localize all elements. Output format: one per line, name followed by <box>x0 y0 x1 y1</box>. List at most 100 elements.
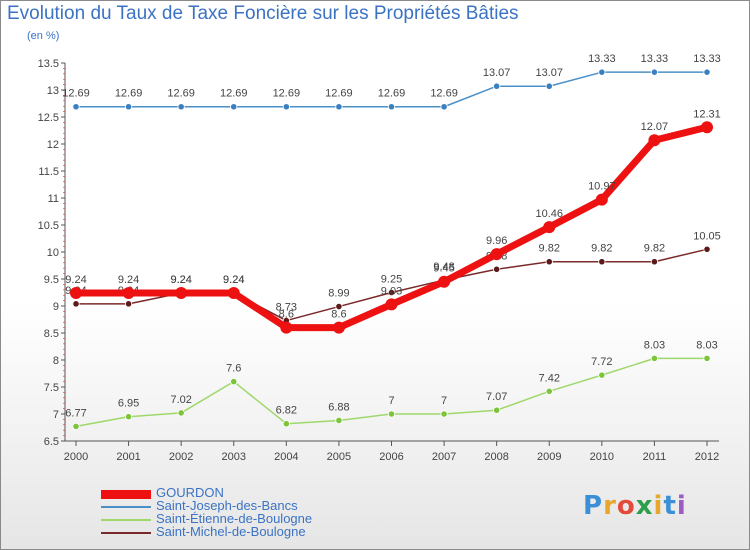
data-label: 9.82 <box>644 243 665 255</box>
x-tick-label: 2004 <box>274 451 298 463</box>
data-point <box>72 422 80 431</box>
y-tick-label: 11 <box>48 193 59 205</box>
data-point <box>440 103 448 111</box>
data-point <box>545 387 553 395</box>
data-point <box>282 420 290 428</box>
proxiti-logo: Proxiti <box>583 491 687 521</box>
legend-swatch <box>101 506 151 508</box>
data-point <box>493 406 501 414</box>
x-tick-label: 2008 <box>484 451 508 463</box>
logo-letter: x <box>635 491 654 521</box>
data-label: 9.82 <box>591 243 612 255</box>
data-point <box>230 103 238 111</box>
x-tick-label: 2006 <box>379 451 403 463</box>
x-tick-label: 2012 <box>695 451 719 463</box>
data-point <box>124 103 133 111</box>
data-label: 7.42 <box>539 372 560 384</box>
data-point <box>387 103 396 111</box>
series-line <box>76 123 708 332</box>
data-point <box>385 298 398 311</box>
data-label: 7.6 <box>226 363 241 375</box>
data-label: 9.25 <box>381 274 402 286</box>
x-tick-label: 2003 <box>222 451 246 463</box>
data-label: 7 <box>441 395 447 407</box>
data-label: 12.69 <box>325 88 353 100</box>
data-label: 7 <box>388 395 394 407</box>
y-tick-label: 11.5 <box>38 166 59 178</box>
data-label: 9.82 <box>539 243 560 255</box>
x-tick-label: 2010 <box>590 451 614 463</box>
logo-letter: i <box>653 491 664 521</box>
legend-label: Saint-Joseph-des-Bancs <box>156 498 298 513</box>
data-label: 9.24 <box>170 274 191 286</box>
data-point <box>595 193 608 206</box>
x-tick-label: 2002 <box>169 451 193 463</box>
data-point <box>703 245 711 253</box>
data-point <box>703 354 711 362</box>
data-label: 9.24 <box>223 274 244 286</box>
data-point <box>650 68 659 76</box>
data-point <box>72 103 80 111</box>
legend-swatch <box>101 489 151 499</box>
legend-label: Saint-Michel-de-Boulogne <box>156 524 306 539</box>
data-label: 13.33 <box>641 53 669 65</box>
data-point <box>648 134 661 147</box>
y-tick-label: 13 <box>47 85 59 97</box>
data-point <box>703 68 711 76</box>
data-label: 10.05 <box>693 230 721 242</box>
x-tick-label: 2009 <box>537 451 561 463</box>
data-label: 7.72 <box>591 356 612 368</box>
data-point <box>493 82 501 90</box>
data-point <box>122 287 135 300</box>
y-tick-label: 12.5 <box>38 112 59 124</box>
y-tick-label: 7 <box>53 409 59 421</box>
data-point <box>335 302 343 311</box>
data-point <box>72 300 80 308</box>
logo-letter: o <box>616 491 636 521</box>
data-point <box>650 258 659 266</box>
data-point <box>493 265 501 273</box>
data-label: 12.69 <box>378 88 406 100</box>
data-point <box>543 221 556 234</box>
x-tick-label: 2001 <box>116 451 140 463</box>
data-point <box>440 410 448 418</box>
data-label: 6.95 <box>118 398 139 410</box>
data-label: 12.69 <box>115 88 143 100</box>
data-label: 13.33 <box>693 53 721 65</box>
x-tick-label: 2007 <box>432 451 456 463</box>
data-point <box>598 68 606 76</box>
y-tick-label: 13.5 <box>38 58 59 70</box>
y-tick-label: 12 <box>47 139 59 151</box>
data-point <box>282 103 290 111</box>
data-point <box>438 275 451 288</box>
logo-letter: i <box>676 491 687 521</box>
data-label: 12.69 <box>167 88 195 100</box>
data-point <box>335 416 343 425</box>
data-point <box>175 287 188 300</box>
unit-label: (en %) <box>27 30 60 42</box>
legend-swatch <box>101 532 151 534</box>
y-tick-label: 9 <box>53 301 59 313</box>
data-label: 6.77 <box>65 407 86 419</box>
data-label: 8.99 <box>328 288 349 300</box>
data-label: 10.97 <box>588 181 616 193</box>
data-point <box>598 371 606 379</box>
data-label: 8.73 <box>276 302 297 314</box>
data-label: 12.69 <box>273 88 301 100</box>
data-label: 6.88 <box>328 401 349 413</box>
data-label: 9.96 <box>486 235 507 247</box>
y-tick-label: 8 <box>53 355 59 367</box>
data-point <box>177 409 185 417</box>
data-point <box>332 321 345 334</box>
y-tick-label: 6.5 <box>44 436 59 448</box>
data-label: 7.07 <box>486 391 507 403</box>
data-point <box>177 103 185 111</box>
data-point <box>490 248 503 261</box>
logo-letter: t <box>663 491 677 521</box>
data-point <box>70 287 82 300</box>
data-point <box>598 258 606 266</box>
data-label: 13.33 <box>588 53 616 65</box>
data-label: 9.24 <box>223 274 244 286</box>
data-label: 13.07 <box>483 67 511 79</box>
